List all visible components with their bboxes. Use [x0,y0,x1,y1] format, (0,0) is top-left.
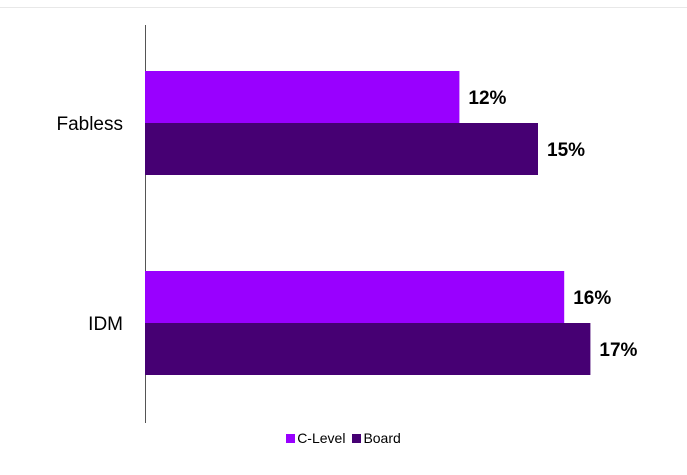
bar-c-level-idm [145,271,565,323]
top-rule [0,7,687,8]
legend: C-Level Board [0,430,687,446]
bars-group [145,71,591,375]
category-label-fabless: Fabless [56,114,123,135]
category-label-idm: IDM [88,314,123,335]
data-label-c-level-fabless: 12% [468,88,506,109]
data-label-board-fabless: 15% [547,140,585,161]
legend-label-board: Board [363,430,401,446]
legend-swatch-board [352,433,362,443]
bar-board-idm [145,323,591,375]
legend-label-c-level: C-Level [297,430,346,446]
data-label-board-idm: 17% [599,340,637,361]
legend-item-board: Board [352,430,401,446]
data-labels: 12% 15% 16% 17% [468,88,637,361]
legend-item-c-level: C-Level [286,430,345,446]
bar-c-level-fabless [145,71,460,123]
data-label-c-level-idm: 16% [573,288,611,309]
legend-swatch-c-level [286,433,296,443]
bar-board-fabless [145,123,538,175]
category-labels: Fabless IDM [56,114,123,335]
